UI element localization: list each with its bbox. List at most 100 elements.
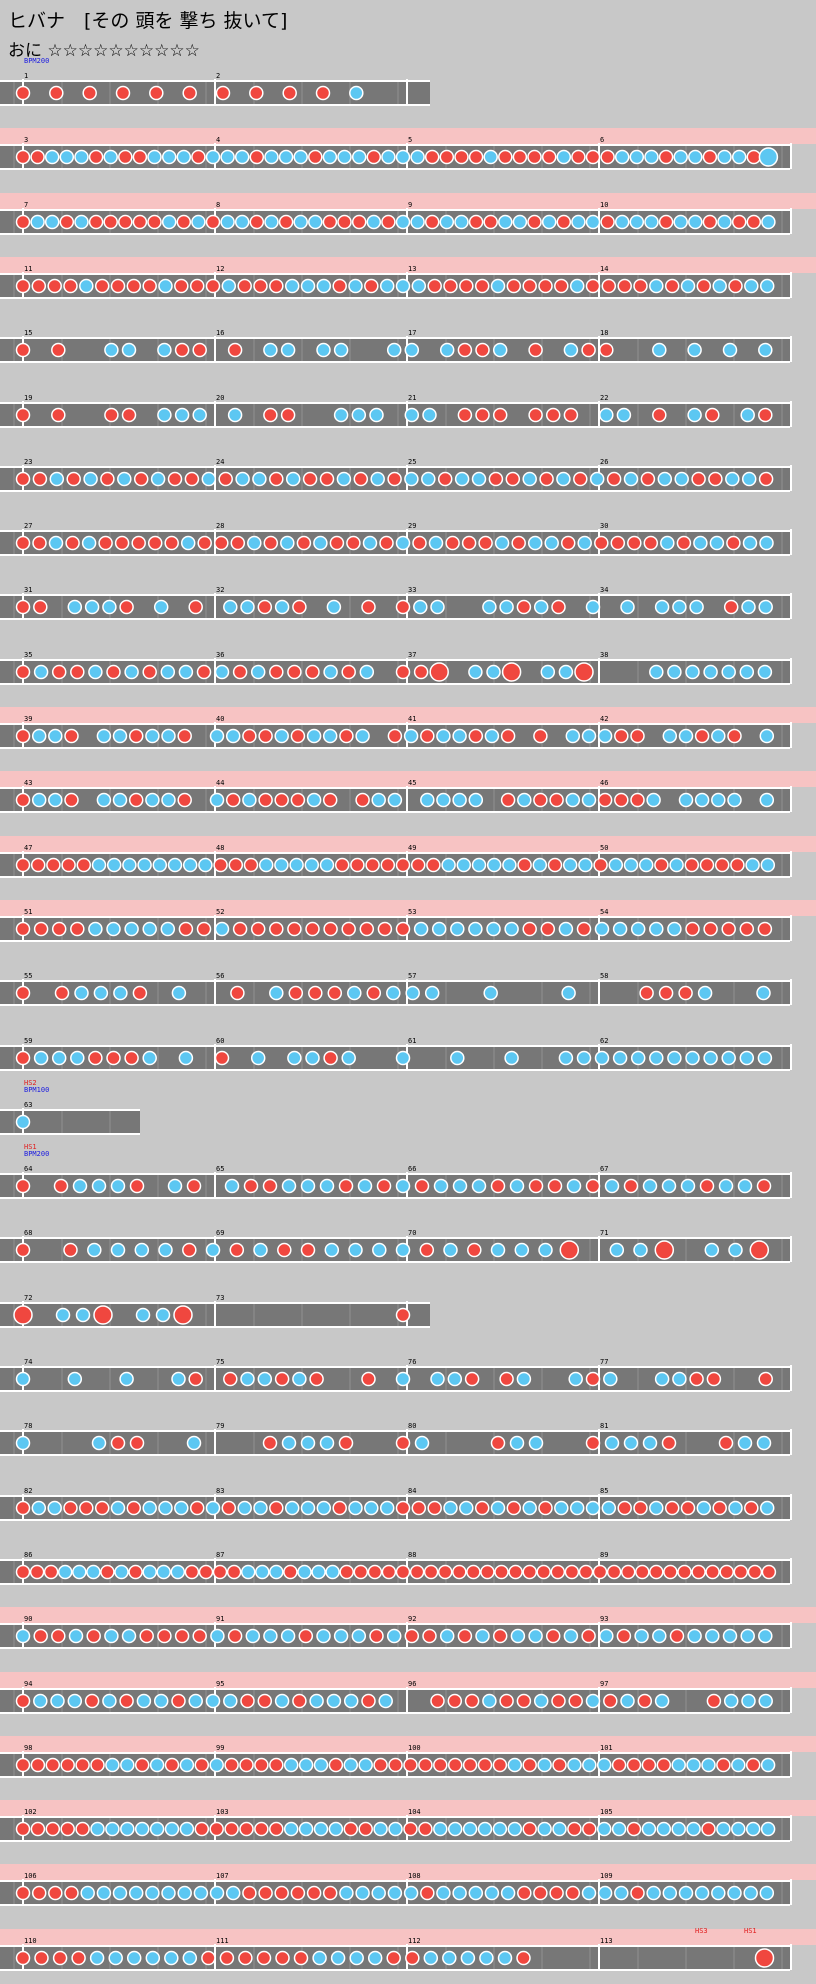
ka-note [209, 728, 225, 744]
measure-number: 73 [216, 1294, 225, 1302]
ka-note [274, 599, 290, 615]
ka-note [566, 1178, 582, 1194]
don-note [15, 921, 31, 937]
don-note [728, 278, 743, 294]
ka-note [367, 1950, 383, 1966]
measure-number: 44 [216, 779, 225, 787]
ka-note [687, 1628, 702, 1644]
ka-note [387, 792, 403, 808]
don-note [269, 278, 284, 294]
ka-note [145, 1950, 161, 1966]
don-note [223, 1371, 238, 1387]
note-lane [0, 1108, 140, 1135]
ka-note [450, 1050, 465, 1066]
don-note [517, 857, 532, 873]
ka-note [644, 149, 659, 165]
don-note [337, 214, 352, 230]
chart-row-55: 55 56 57 58 [0, 964, 816, 1019]
gogo-section-band [0, 900, 816, 916]
ka-note [540, 664, 556, 680]
don-note [128, 1564, 143, 1580]
don-note [15, 471, 31, 487]
don-note [346, 535, 361, 551]
don-note [327, 985, 343, 1001]
don-note [194, 1821, 210, 1837]
ka-note [126, 1950, 142, 1966]
don-note [506, 1500, 522, 1516]
don-note [242, 728, 257, 744]
ka-note [326, 599, 342, 615]
ka-note [504, 921, 519, 937]
ka-note [373, 1821, 388, 1837]
ka-note [502, 857, 517, 873]
don-note [119, 1693, 134, 1709]
don-note [361, 1371, 376, 1387]
measure-number: 6 [600, 136, 605, 144]
don-note [198, 1564, 214, 1580]
ka-note [205, 1693, 221, 1709]
measure-number: 5 [408, 136, 413, 144]
ka-note [274, 1693, 290, 1709]
measure-number: 43 [24, 779, 33, 787]
measure-number: 56 [216, 972, 225, 980]
don-note [533, 728, 548, 744]
ka-note [667, 1050, 682, 1066]
ka-note [316, 342, 331, 358]
don-note [262, 1435, 278, 1451]
ka-note [313, 1757, 329, 1773]
ka-note [516, 1371, 532, 1387]
don-note [269, 471, 284, 487]
don-note [379, 535, 394, 551]
ka-note [142, 1050, 157, 1066]
don-note [43, 1564, 59, 1580]
measure-number: 79 [216, 1422, 225, 1430]
don-note [464, 1693, 480, 1709]
ka-note [306, 792, 322, 808]
don-note [282, 85, 297, 101]
don-note [147, 214, 162, 230]
ka-note [281, 1178, 297, 1194]
don-note [745, 1757, 761, 1773]
don-note [600, 214, 615, 230]
don-note [492, 407, 508, 423]
don-note [98, 535, 113, 551]
measure-number: 14 [600, 265, 609, 273]
don-note [395, 1500, 411, 1516]
don-note [274, 1371, 290, 1387]
ka-note [673, 214, 688, 230]
don-note [527, 214, 542, 230]
ka-note [471, 1178, 487, 1194]
ka-note [124, 664, 139, 680]
don-note-big [574, 662, 594, 682]
don-note [164, 535, 179, 551]
measure-number: 31 [24, 586, 33, 594]
ka-note [51, 1050, 67, 1066]
ka-note [289, 857, 304, 873]
ka-note [616, 407, 632, 423]
measure-number: 59 [24, 1037, 33, 1045]
bpm-change-label: BPM100 [24, 1086, 50, 1094]
note-lane [0, 1879, 792, 1906]
don-note [699, 1178, 715, 1194]
don-note [132, 149, 148, 165]
ka-note [191, 214, 206, 230]
don-note [424, 214, 440, 230]
don-note [239, 1821, 254, 1837]
don-note [15, 342, 31, 358]
ka-note [220, 214, 235, 230]
ka-note [234, 149, 250, 165]
don-note [118, 214, 133, 230]
ka-note [740, 1628, 755, 1644]
ka-note [174, 1500, 189, 1516]
don-note [269, 1500, 284, 1516]
ka-note [124, 921, 139, 937]
ka-note [205, 1500, 221, 1516]
measure-number: 103 [216, 1808, 229, 1816]
ka-note [193, 1885, 209, 1901]
ka-note [387, 1885, 403, 1901]
ka-note [372, 1242, 387, 1258]
ka-note [223, 599, 238, 615]
gogo-section-band [0, 771, 816, 787]
don-note [708, 471, 723, 487]
ka-note [67, 1371, 83, 1387]
